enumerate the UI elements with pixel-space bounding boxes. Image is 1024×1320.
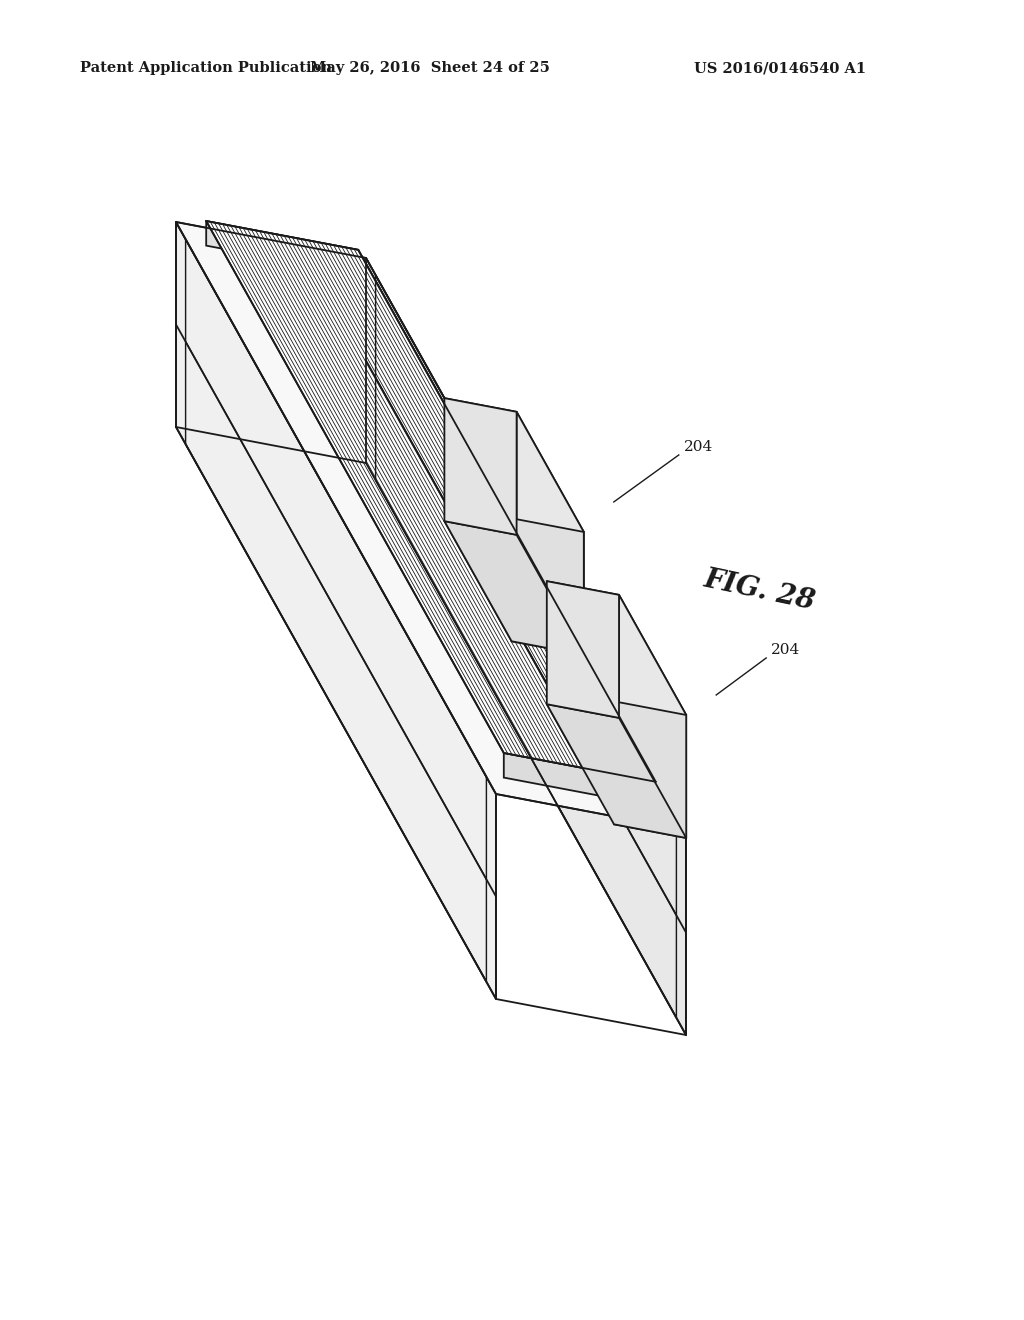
Polygon shape [444,521,584,655]
Text: 204: 204 [684,440,713,454]
Polygon shape [366,257,686,1035]
Polygon shape [444,399,516,535]
Polygon shape [547,581,686,715]
Polygon shape [206,220,655,781]
Text: US 2016/0146540 A1: US 2016/0146540 A1 [694,61,866,75]
Text: May 26, 2016  Sheet 24 of 25: May 26, 2016 Sheet 24 of 25 [310,61,550,75]
Polygon shape [618,595,686,838]
Polygon shape [444,399,584,532]
Polygon shape [504,752,655,807]
Polygon shape [547,704,686,838]
Polygon shape [614,701,686,838]
Polygon shape [206,220,358,275]
Polygon shape [358,249,655,807]
Text: Patent Application Publication: Patent Application Publication [80,61,332,75]
Polygon shape [176,222,496,999]
Polygon shape [176,222,686,830]
Polygon shape [512,519,584,655]
Polygon shape [547,581,618,718]
Text: 204: 204 [771,643,801,657]
Text: FIG. 28: FIG. 28 [701,565,818,615]
Polygon shape [516,412,584,655]
